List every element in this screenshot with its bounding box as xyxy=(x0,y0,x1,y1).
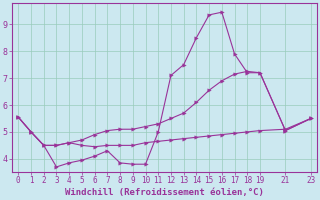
X-axis label: Windchill (Refroidissement éolien,°C): Windchill (Refroidissement éolien,°C) xyxy=(65,188,264,197)
